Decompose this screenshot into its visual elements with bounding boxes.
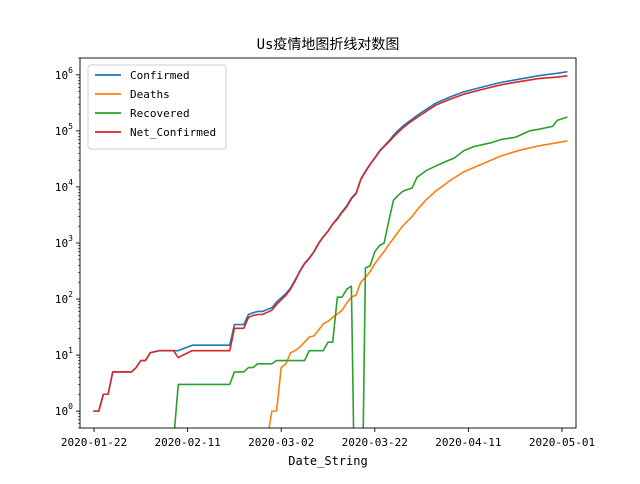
y-tick-label-exponent: 6 <box>68 66 73 75</box>
x-tick-label: 2020-03-22 <box>342 436 408 449</box>
legend-label: Net_Confirmed <box>130 126 216 139</box>
series-lines <box>93 70 568 428</box>
y-tick-label-exponent: 0 <box>68 402 73 411</box>
series-line-recovered <box>173 116 568 428</box>
y-tick-label-exponent: 4 <box>68 178 73 187</box>
y-tick-label-base: 10 <box>55 125 68 138</box>
x-axis-label: Date_String <box>288 454 367 468</box>
x-tick-label: 2020-05-01 <box>529 436 595 449</box>
y-tick-label-exponent: 1 <box>68 346 73 355</box>
y-tick-label-base: 10 <box>55 293 68 306</box>
legend-label: Recovered <box>130 107 190 120</box>
x-tick-label: 2020-01-22 <box>61 436 127 449</box>
y-tick-label: 100 <box>55 402 73 418</box>
chart-title: Us疫情地图折线对数图 <box>257 37 400 53</box>
legend: Confirmed Deaths Recovered Net_Confirmed <box>87 64 227 150</box>
x-tick-label: 2020-04-11 <box>435 436 501 449</box>
y-tick-label-base: 10 <box>55 405 68 418</box>
y-tick-label-exponent: 3 <box>68 234 73 243</box>
x-tick-label: 2020-03-02 <box>248 436 314 449</box>
y-tick-label: 105 <box>55 122 73 138</box>
y-tick-label: 102 <box>55 290 73 306</box>
legend-label: Confirmed <box>130 69 190 82</box>
y-tick-label-exponent: 5 <box>68 122 73 131</box>
y-tick-label-base: 10 <box>55 181 68 194</box>
series-line-net-confirmed <box>93 75 568 412</box>
y-tick-label-base: 10 <box>55 69 68 82</box>
legend-box <box>87 64 227 150</box>
y-tick-label-base: 10 <box>55 237 68 250</box>
y-tick-label: 104 <box>55 178 73 194</box>
y-tick-label: 106 <box>55 66 73 82</box>
y-tick-label: 103 <box>55 234 73 250</box>
y-tick-label-base: 10 <box>55 349 68 362</box>
y-tick-label-exponent: 2 <box>68 290 73 299</box>
x-tick-label: 2020-02-11 <box>155 436 221 449</box>
y-tick-label: 101 <box>55 346 73 362</box>
legend-label: Deaths <box>130 88 170 101</box>
